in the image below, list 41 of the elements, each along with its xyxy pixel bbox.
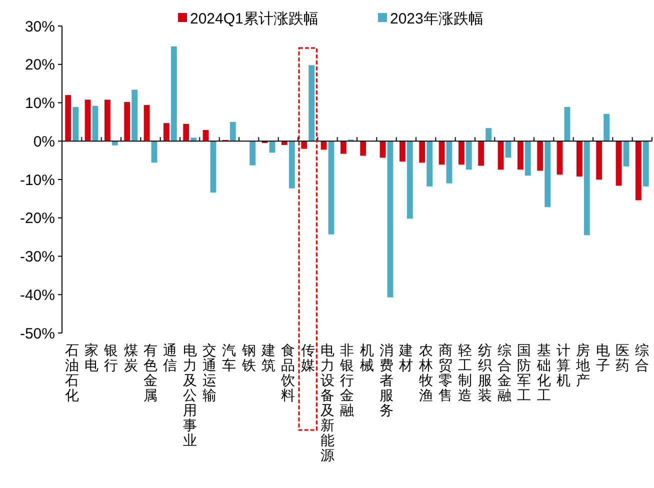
x-tick-label: 食品饮料 (280, 343, 296, 404)
x-tick-label: 汽车 (222, 343, 236, 374)
x-tick-label: 石油石化 (64, 343, 79, 404)
y-tick-label: 30% (24, 18, 55, 36)
y-tick-label: 10% (24, 95, 55, 112)
x-tick-label: 交通运输 (202, 343, 216, 404)
x-tick-label: 建材 (398, 343, 414, 374)
x-tick-label: 综合 (635, 343, 650, 374)
x-tick-label: 轻工制造 (458, 343, 472, 404)
x-tick-label: 农林牧渔 (418, 343, 433, 404)
x-tick-label: 纺织服装 (478, 343, 492, 404)
x-tick-label: 煤炭 (124, 343, 138, 374)
x-tick-label: 传媒 (300, 343, 315, 374)
x-tick-label: 电子 (596, 343, 610, 374)
x-tick-label: 国防军工 (517, 343, 532, 404)
x-tick-label: 有色金属 (144, 343, 158, 404)
x-tick-label: 房地产 (575, 343, 590, 389)
x-tick-label: 电力设备及新能源 (320, 343, 334, 464)
legend-label: 2024Q1累计涨跌幅 (190, 10, 318, 28)
y-tick-label: -10% (20, 172, 55, 189)
x-tick-label: 消费者服务 (380, 343, 394, 419)
y-tick-label: -50% (20, 325, 55, 342)
x-tick-label: 非银行金融 (339, 343, 354, 419)
x-tick-label: 建筑 (260, 343, 276, 374)
y-tick-label: -30% (20, 248, 55, 266)
x-tick-label: 商贸零售 (438, 343, 452, 404)
x-tick-label: 计算机 (556, 343, 570, 389)
y-tick-label: 0% (33, 133, 55, 150)
y-tick-label: 20% (24, 56, 55, 74)
x-tick-label: 银行 (103, 343, 118, 374)
y-tick-label: -40% (20, 286, 55, 304)
y-tick-label: -20% (20, 210, 55, 228)
x-tick-label: 综合金融 (498, 343, 512, 404)
x-tick-label: 通信 (163, 343, 178, 374)
x-tick-label: 钢铁 (240, 343, 256, 374)
x-tick-label: 电力及公用事业 (182, 343, 197, 449)
x-tick-label: 机械 (360, 343, 374, 374)
legend-label: 2023年涨跌幅 (390, 10, 484, 28)
x-tick-label: 基础化工 (536, 343, 551, 404)
x-tick-label: 医药 (616, 343, 630, 374)
x-tick-label: 家电 (84, 343, 98, 374)
